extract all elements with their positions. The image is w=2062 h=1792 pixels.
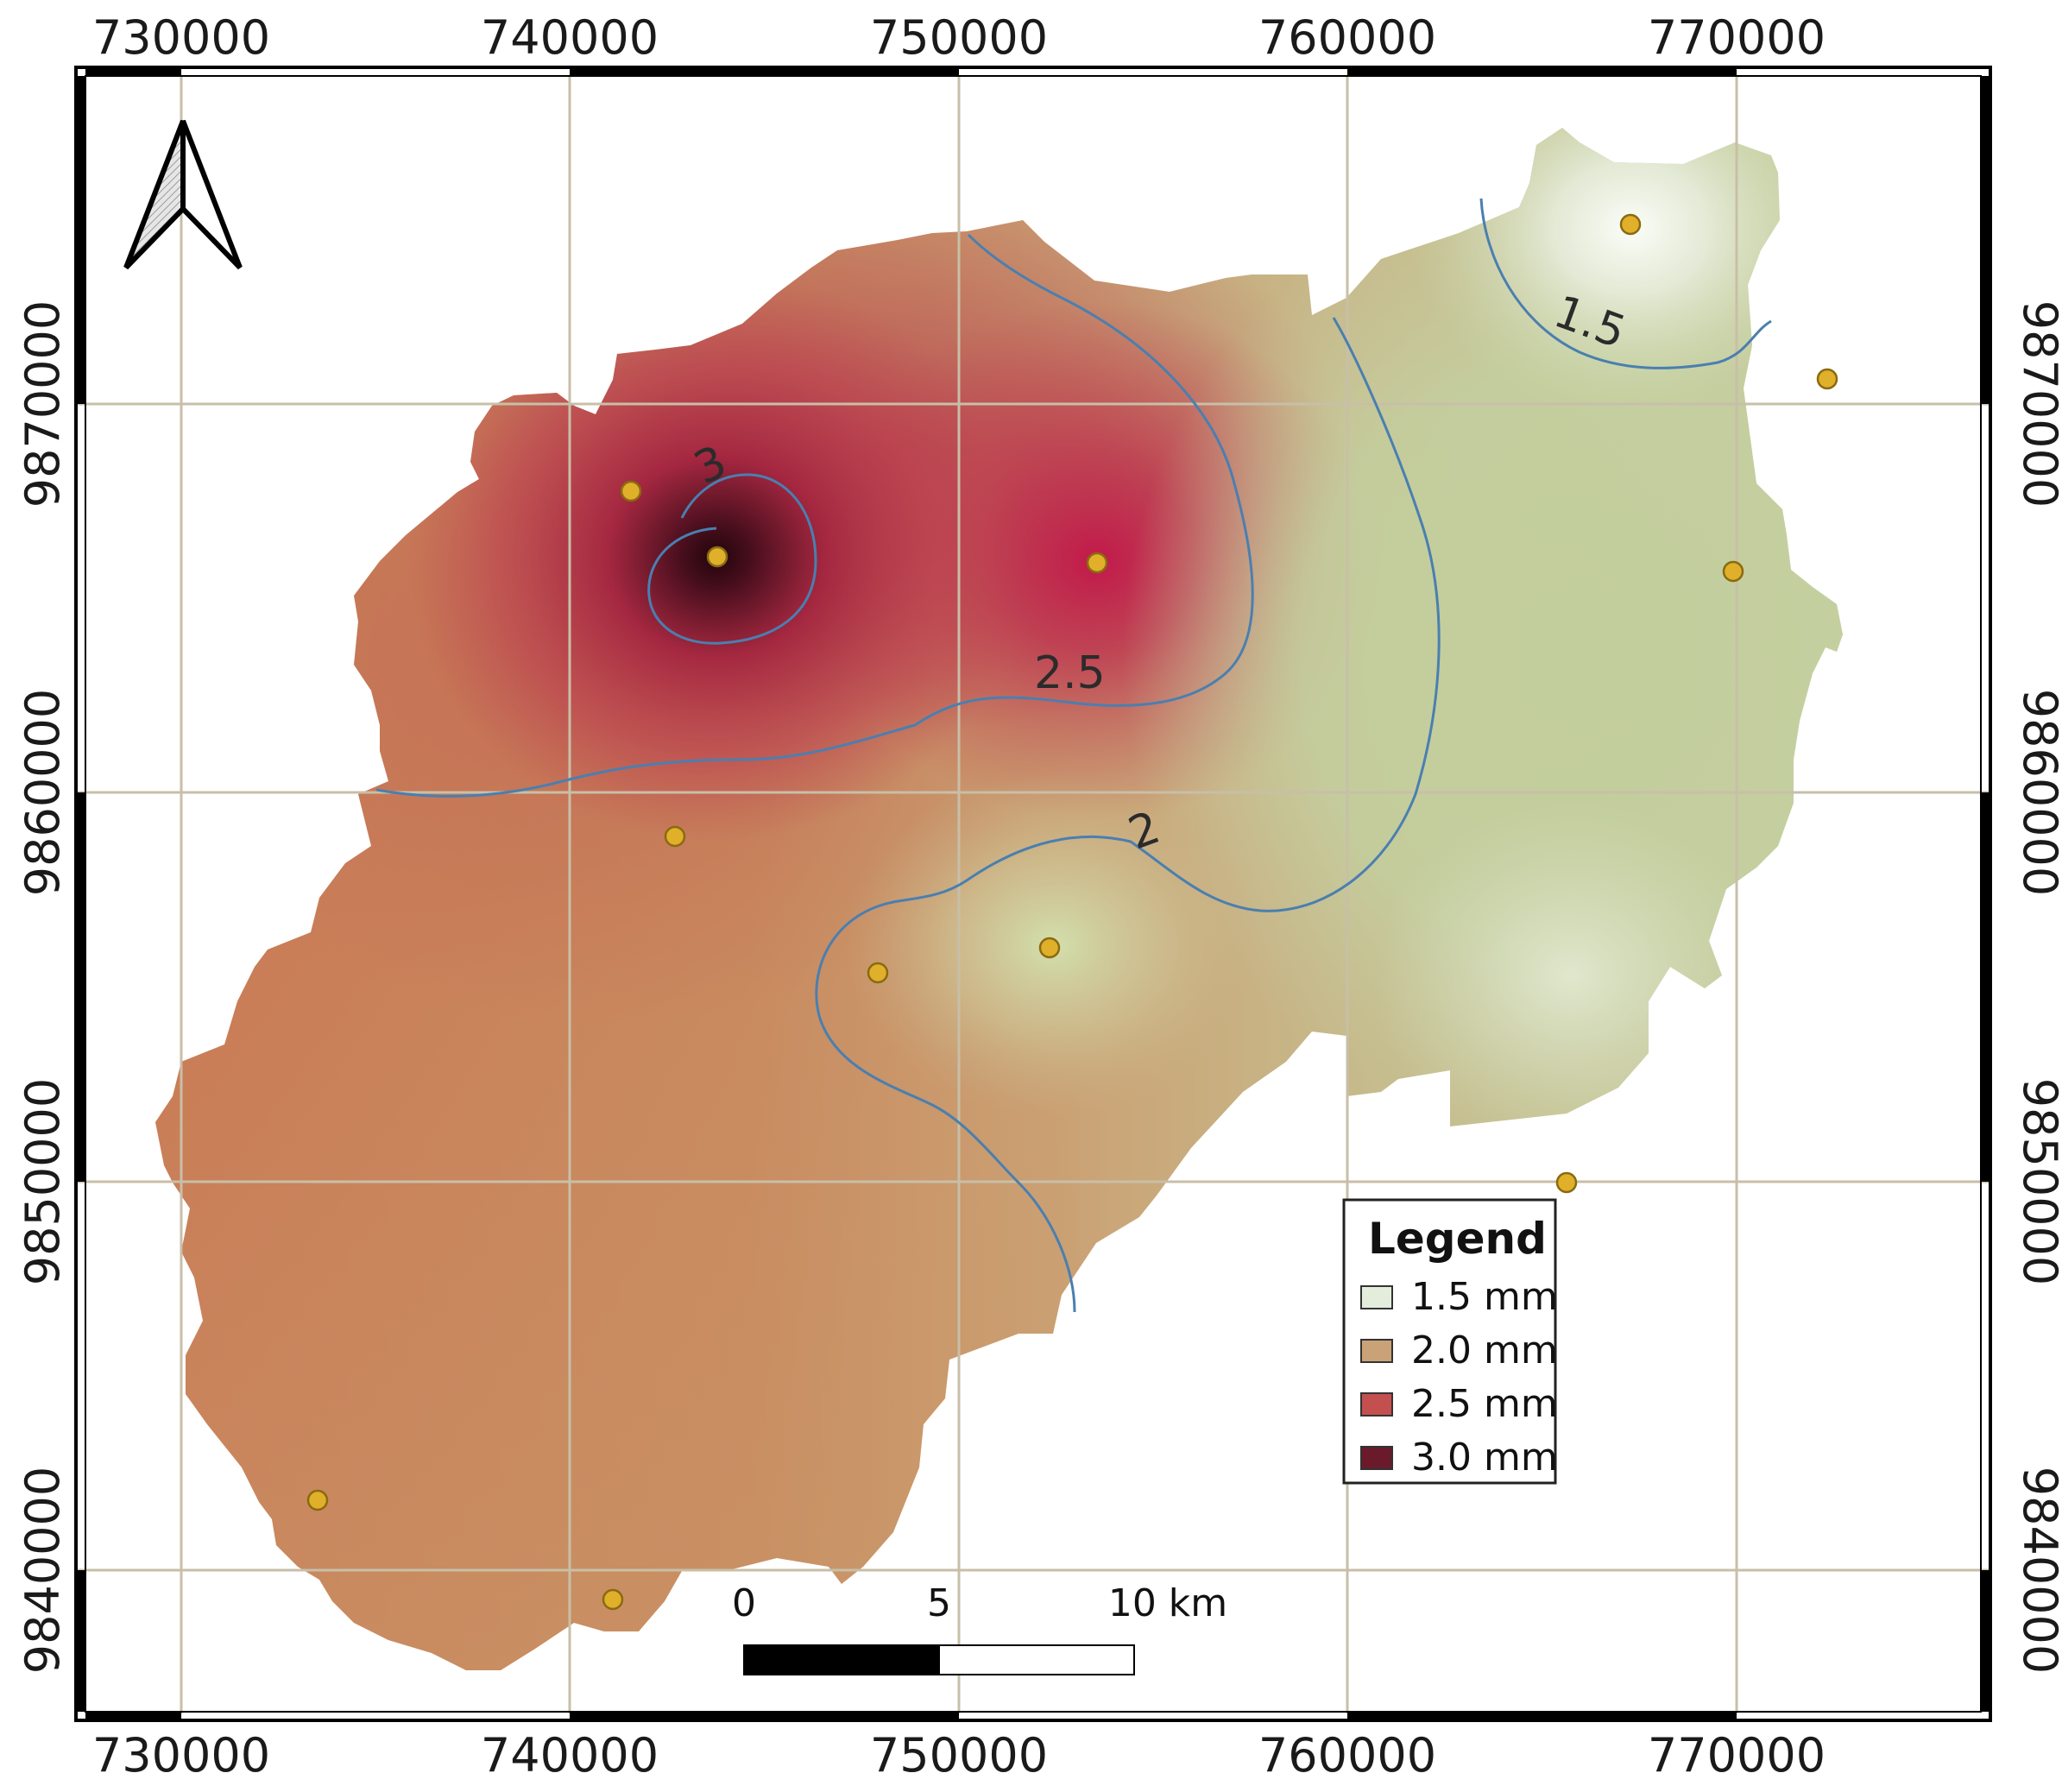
contour-label-2_5: 2.5 xyxy=(1034,647,1106,699)
station-marker xyxy=(1038,937,1061,959)
contour-lines xyxy=(375,198,1772,1313)
top-axis-labels: 730000 740000 750000 760000 770000 xyxy=(92,10,1826,65)
contour-1_5 xyxy=(1479,198,1772,369)
x-tick-label-top: 760000 xyxy=(1258,10,1436,65)
rain-gauge-stations xyxy=(306,213,1838,1611)
precipitation-surface xyxy=(155,128,1843,1670)
legend-swatch-4 xyxy=(1360,1446,1393,1470)
station-marker xyxy=(602,1588,624,1611)
station-marker xyxy=(1722,560,1744,583)
x-tick-label-bottom: 730000 xyxy=(92,1728,270,1783)
contour-2 xyxy=(815,317,1441,1313)
legend-label-1: 1.5 mm xyxy=(1411,1275,1558,1319)
x-tick-label-bottom: 740000 xyxy=(481,1728,659,1783)
station-marker xyxy=(664,825,686,848)
y-tick-label-left: 9840000 xyxy=(16,1467,70,1675)
y-tick-label-right: 9840000 xyxy=(2013,1467,2062,1675)
legend-label-3: 2.5 mm xyxy=(1411,1382,1558,1426)
y-tick-label-left: 9870000 xyxy=(16,300,70,508)
legend-swatch-1 xyxy=(1360,1285,1393,1309)
station-marker xyxy=(1086,552,1108,574)
legend-swatch-3 xyxy=(1360,1392,1393,1417)
x-tick-label-top: 730000 xyxy=(92,10,270,65)
y-tick-label-left: 9860000 xyxy=(16,689,70,897)
north-arrow-icon xyxy=(123,119,243,270)
x-tick-label-top: 740000 xyxy=(481,10,659,65)
station-marker xyxy=(306,1489,329,1511)
contour-2_5 xyxy=(375,233,1254,798)
x-tick-label-bottom: 750000 xyxy=(870,1728,1048,1783)
contour-3 xyxy=(647,473,817,645)
y-tick-label-left: 9850000 xyxy=(16,1078,70,1286)
scale-segment-white xyxy=(938,1644,1135,1675)
station-marker xyxy=(706,546,728,568)
station-marker xyxy=(1816,368,1838,390)
left-axis-labels: 9870000 9860000 9850000 9840000 xyxy=(16,300,70,1675)
station-marker xyxy=(1555,1171,1578,1194)
scale-label-5: 5 xyxy=(927,1581,951,1625)
bottom-axis-labels: 730000 740000 750000 760000 770000 xyxy=(92,1728,1826,1783)
legend-label-2: 2.0 mm xyxy=(1411,1328,1558,1372)
right-axis-labels: 9870000 9860000 9850000 9840000 xyxy=(2013,300,2062,1675)
x-tick-label-bottom: 770000 xyxy=(1648,1728,1826,1783)
station-marker xyxy=(1619,213,1642,236)
y-tick-label-right: 9850000 xyxy=(2013,1078,2062,1286)
station-marker xyxy=(867,962,889,984)
station-marker xyxy=(620,480,642,502)
map-frame xyxy=(74,66,1992,1722)
scale-label-0: 0 xyxy=(732,1581,756,1625)
x-tick-label-top: 750000 xyxy=(870,10,1048,65)
legend-label-4: 3.0 mm xyxy=(1411,1435,1558,1480)
scale-segment-black xyxy=(743,1644,940,1675)
legend-title: Legend xyxy=(1368,1214,1547,1264)
x-tick-label-bottom: 760000 xyxy=(1258,1728,1436,1783)
y-tick-label-right: 9860000 xyxy=(2013,689,2062,897)
scale-label-10km: 10 km xyxy=(1108,1581,1227,1625)
legend-swatch-2 xyxy=(1360,1339,1393,1363)
legend: Legend 1.5 mm 2.0 mm 2.5 mm 3.0 mm xyxy=(1342,1198,1558,1485)
scale-bar: 0 5 10 km xyxy=(732,1581,1227,1675)
x-tick-label-top: 770000 xyxy=(1648,10,1826,65)
y-tick-label-right: 9870000 xyxy=(2013,300,2062,508)
